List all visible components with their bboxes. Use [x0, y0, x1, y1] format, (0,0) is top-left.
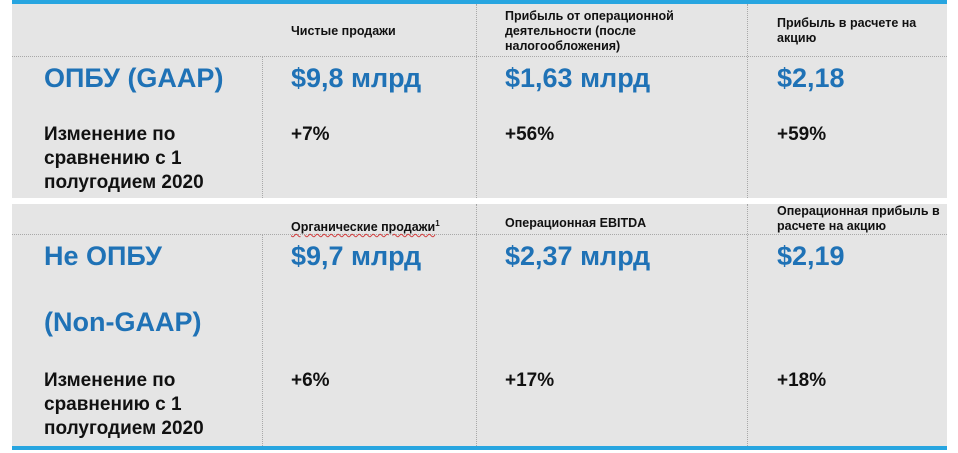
top-accent-bar — [12, 0, 947, 4]
column-divider — [476, 4, 477, 198]
column-divider — [262, 234, 263, 446]
non-gaap-organic-sales-value: $9,7 млрд — [291, 241, 422, 271]
gaap-panel: Чистые продажи Прибыль от операционной д… — [12, 4, 947, 198]
non-gaap-ebitda-value: $2,37 млрд — [505, 241, 651, 271]
gaap-title: ОПБУ (GAAP) — [44, 63, 224, 93]
header-operating-eps: Операционная прибыль в расчете на акцию — [777, 204, 940, 233]
non-gaap-ebitda-change: +17% — [505, 370, 555, 391]
non-gaap-change-label: Изменение по сравнению с 1 полугодием 20… — [44, 370, 204, 439]
header-divider — [12, 56, 947, 57]
non-gaap-eps-change: +18% — [777, 370, 827, 391]
gaap-change-label: Изменение по сравнению с 1 полугодием 20… — [44, 124, 204, 193]
gaap-eps-change: +59% — [777, 124, 827, 145]
header-operating-income: Прибыль от операционной деятельности (по… — [505, 9, 674, 53]
header-eps: Прибыль в расчете на акцию — [777, 16, 917, 45]
gaap-operating-income-change: +56% — [505, 124, 555, 145]
header-operating-ebitda: Операционная EBITDA — [505, 216, 647, 230]
non-gaap-title-line1: Не ОПБУ — [44, 241, 162, 271]
column-divider — [476, 204, 477, 446]
header-organic-sales: Органические продажи1 — [291, 216, 471, 235]
gaap-net-sales-value: $9,8 млрд — [291, 63, 422, 93]
column-divider — [747, 204, 748, 446]
non-gaap-panel: Органические продажи1 Операционная EBITD… — [12, 204, 947, 446]
gaap-operating-income-value: $1,63 млрд — [505, 63, 651, 93]
gaap-net-sales-change: +7% — [291, 124, 330, 145]
header-divider — [12, 234, 947, 235]
column-divider — [747, 4, 748, 198]
column-divider — [262, 56, 263, 198]
organic-sales-label: Органические продажи — [291, 220, 436, 235]
bottom-accent-bar — [12, 446, 947, 450]
non-gaap-title-line2: (Non-GAAP) — [44, 307, 202, 337]
non-gaap-eps-value: $2,19 — [777, 241, 845, 271]
footnote-marker: 1 — [435, 219, 440, 228]
non-gaap-organic-sales-change: +6% — [291, 370, 330, 391]
gaap-eps-value: $2,18 — [777, 63, 845, 93]
header-net-sales: Чистые продажи — [291, 24, 396, 38]
